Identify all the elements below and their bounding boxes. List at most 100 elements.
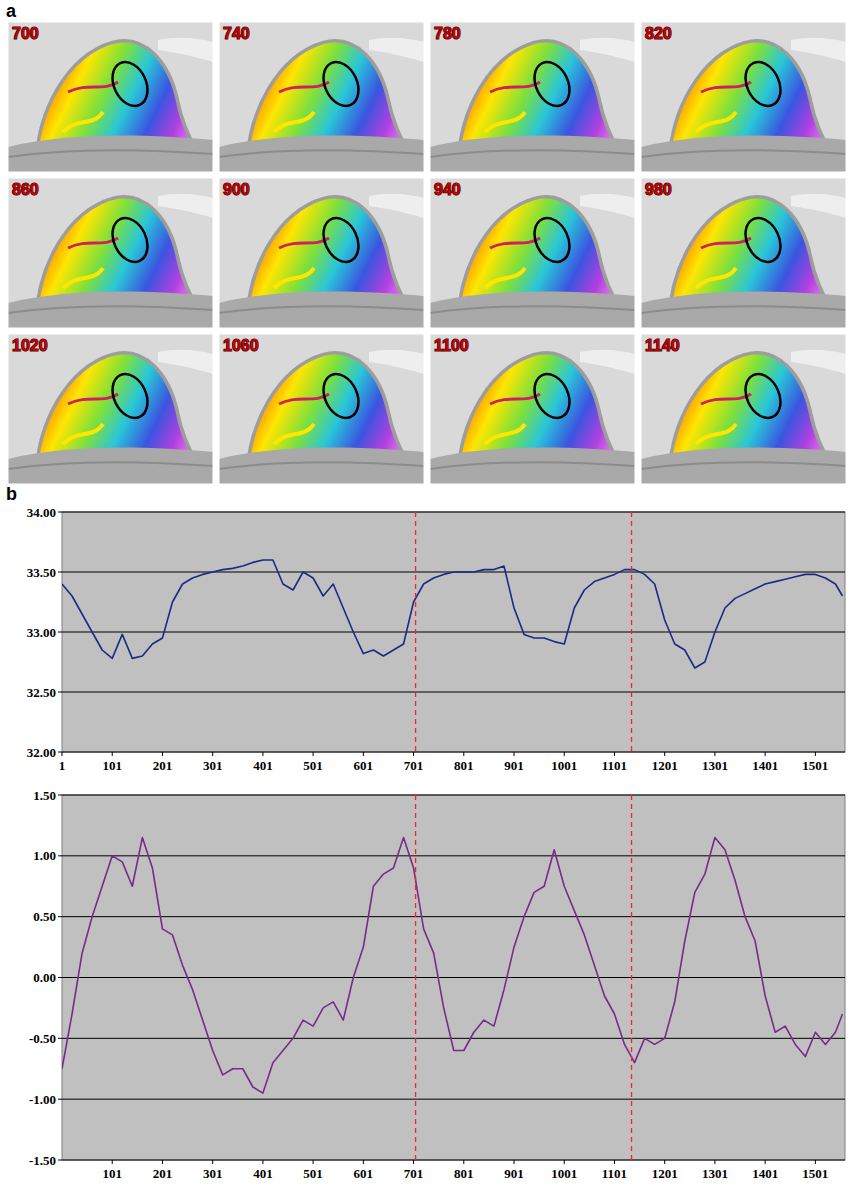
- frame-border: [430, 22, 635, 172]
- x-tick: [313, 1160, 314, 1164]
- frame-image: [8, 334, 213, 484]
- background-shape: [580, 38, 635, 62]
- frame-number: 1020: [12, 337, 48, 354]
- x-tick: [162, 1160, 163, 1164]
- thermal-frame: 780: [430, 22, 635, 172]
- data-line: [62, 560, 842, 668]
- frame-background: [430, 22, 635, 172]
- blanket: [219, 136, 424, 172]
- thermal-detail: [279, 238, 329, 248]
- x-tick: [664, 752, 665, 756]
- grid-line: [62, 692, 845, 693]
- x-tick: [463, 752, 464, 756]
- y-tick-label: 0.00: [33, 970, 56, 985]
- x-tick: [112, 1160, 113, 1164]
- blanket: [430, 292, 635, 328]
- thermal-detail: [63, 268, 103, 288]
- frame-background: [219, 334, 424, 484]
- grid-line: [62, 1099, 845, 1100]
- thermal-frame: 1140: [641, 334, 846, 484]
- x-tick-label: 701: [404, 1166, 424, 1181]
- blanket: [430, 448, 635, 484]
- thermal-frame: 980: [641, 178, 846, 328]
- panel-label: a: [6, 1, 17, 21]
- background-shape: [791, 194, 846, 218]
- blanket: [430, 136, 635, 172]
- blanket-fold: [430, 306, 635, 313]
- x-tick-label: 901: [504, 1166, 524, 1181]
- blanket-fold: [8, 150, 213, 157]
- thermal-detail: [485, 424, 525, 444]
- nostril-roi: [739, 212, 787, 267]
- frame-border: [641, 22, 846, 172]
- background-shape: [580, 194, 635, 218]
- background-shape: [791, 38, 846, 62]
- background-shape: [369, 38, 424, 62]
- nostril-roi: [106, 212, 154, 267]
- nostril-roi: [739, 56, 787, 111]
- thermal-detail: [701, 238, 751, 248]
- data-group: [62, 512, 842, 752]
- x-tick: [514, 752, 515, 756]
- blanket: [641, 136, 846, 172]
- y-tick: [58, 1038, 62, 1039]
- frame-image: [430, 334, 635, 484]
- x-tick-label: 1101: [602, 758, 627, 773]
- y-tick-label: 34.00: [27, 505, 56, 520]
- x-tick-label: 801: [454, 1166, 474, 1181]
- x-tick: [62, 752, 63, 756]
- y-tick-label: 33.00: [27, 625, 56, 640]
- y-tick: [58, 692, 62, 693]
- thermal-detail: [696, 424, 736, 444]
- frame-image: [219, 178, 424, 328]
- x-tick-label: 401: [253, 1166, 273, 1181]
- plot-area: [62, 795, 845, 1160]
- x-tick: [815, 1160, 816, 1164]
- y-tick: [58, 795, 62, 796]
- frame-background: [641, 22, 846, 172]
- frame-image: [8, 178, 213, 328]
- x-tick: [112, 752, 113, 756]
- data-group: [62, 795, 842, 1160]
- chart: 32.0032.5033.0033.5034.00110120130140150…: [27, 505, 845, 774]
- nostril-roi: [106, 368, 154, 423]
- frame-border: [8, 178, 213, 328]
- blanket: [641, 448, 846, 484]
- x-tick: [313, 752, 314, 756]
- frame-border: [430, 334, 635, 484]
- x-tick: [765, 752, 766, 756]
- blanket-fold: [8, 462, 213, 469]
- x-tick-label: 1301: [702, 1166, 728, 1181]
- x-tick: [564, 1160, 565, 1164]
- frame-image: [430, 178, 635, 328]
- x-tick: [714, 1160, 715, 1164]
- y-tick-label: -1.00: [29, 1092, 56, 1107]
- y-tick: [58, 572, 62, 573]
- grid-line: [62, 916, 845, 917]
- frame-background: [641, 178, 846, 328]
- frame-border: [219, 334, 424, 484]
- y-tick-label: 1.00: [33, 848, 56, 863]
- y-tick-label: 32.50: [27, 685, 56, 700]
- frame-background: [219, 178, 424, 328]
- x-tick: [614, 752, 615, 756]
- background-shape: [580, 350, 635, 374]
- frame-number: 1100: [434, 337, 469, 354]
- frame-number: 860: [12, 181, 39, 198]
- blanket: [8, 136, 213, 172]
- x-tick-label: 701: [404, 758, 424, 773]
- x-tick-label: 1101: [602, 1166, 627, 1181]
- grid-line: [62, 1160, 845, 1161]
- x-tick-label: 1301: [702, 758, 728, 773]
- y-tick-label: -0.50: [29, 1031, 56, 1046]
- frame-image: [8, 22, 213, 172]
- thermal-frame: 1060: [219, 334, 424, 484]
- y-tick: [58, 855, 62, 856]
- thermal-frame: 940: [430, 178, 635, 328]
- y-tick: [58, 1099, 62, 1100]
- plot-area: [62, 512, 845, 752]
- x-tick: [363, 752, 364, 756]
- nostril-roi: [317, 212, 365, 267]
- blanket-fold: [641, 306, 846, 313]
- y-tick: [58, 977, 62, 978]
